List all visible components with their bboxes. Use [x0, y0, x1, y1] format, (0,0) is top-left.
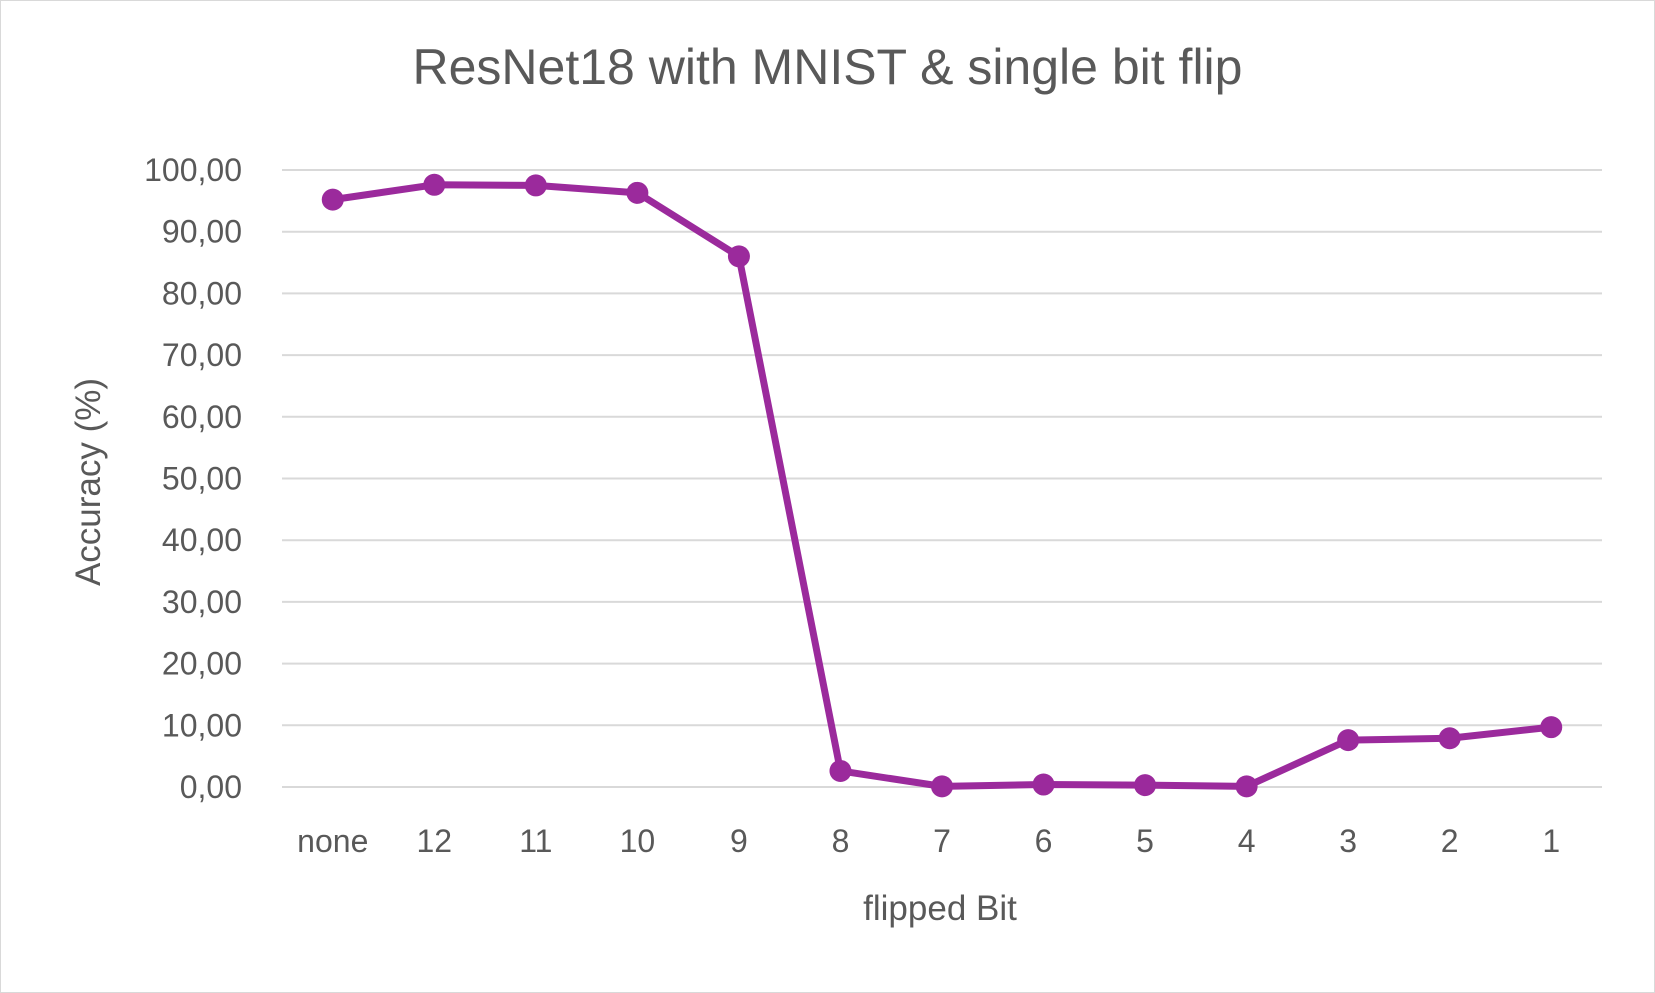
- x-tick-label: 1: [1542, 823, 1560, 859]
- data-point: [1337, 729, 1360, 752]
- data-point: [931, 775, 953, 798]
- data-point: [321, 188, 344, 211]
- y-tick-label: 30,00: [162, 584, 242, 620]
- x-tick-label: 4: [1238, 823, 1256, 859]
- y-tick-label: 60,00: [162, 399, 242, 435]
- x-tick-label: 7: [933, 823, 951, 859]
- data-point: [626, 181, 649, 204]
- x-tick-label: none: [297, 823, 368, 859]
- data-point: [727, 245, 750, 268]
- x-tick-label: 8: [832, 823, 850, 859]
- x-tick-label: 9: [730, 823, 748, 859]
- x-tick-label: 12: [417, 823, 453, 859]
- y-tick-label: 40,00: [162, 522, 242, 558]
- y-tick-label: 70,00: [162, 337, 242, 373]
- y-axis-title: Accuracy (%): [69, 378, 108, 586]
- y-tick-label: 10,00: [162, 707, 242, 743]
- x-axis-title: flipped Bit: [863, 889, 1017, 928]
- x-tick-label: 10: [620, 823, 656, 859]
- y-tick-label: 80,00: [162, 275, 242, 311]
- data-point: [829, 759, 852, 782]
- data-point: [423, 173, 446, 196]
- x-tick-label: 2: [1441, 823, 1459, 859]
- data-point: [1235, 775, 1258, 798]
- chart-title: ResNet18 with MNIST & single bit flip: [412, 39, 1243, 95]
- data-point: [1540, 716, 1563, 739]
- x-tick-label: 6: [1035, 823, 1053, 859]
- x-tick-label: 3: [1339, 823, 1357, 859]
- x-tick-label: 11: [519, 823, 552, 859]
- x-tick-label: 5: [1136, 823, 1154, 859]
- data-point: [524, 174, 547, 197]
- y-tick-label: 100,00: [144, 152, 242, 188]
- data-point: [1438, 727, 1461, 750]
- y-tick-label: 0,00: [180, 769, 242, 805]
- y-tick-label: 90,00: [162, 214, 242, 250]
- series-line: [332, 181, 1552, 790]
- data-point: [1032, 773, 1055, 796]
- data-point: [1134, 774, 1157, 797]
- y-tick-label: 50,00: [162, 461, 242, 497]
- y-tick-label: 20,00: [162, 646, 242, 682]
